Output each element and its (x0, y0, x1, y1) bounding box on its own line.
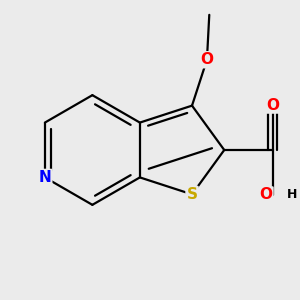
Text: O: O (260, 188, 272, 202)
Text: S: S (187, 187, 197, 202)
Text: O: O (266, 98, 279, 112)
Text: H: H (286, 188, 297, 202)
Text: N: N (38, 170, 51, 185)
Text: O: O (200, 52, 213, 67)
